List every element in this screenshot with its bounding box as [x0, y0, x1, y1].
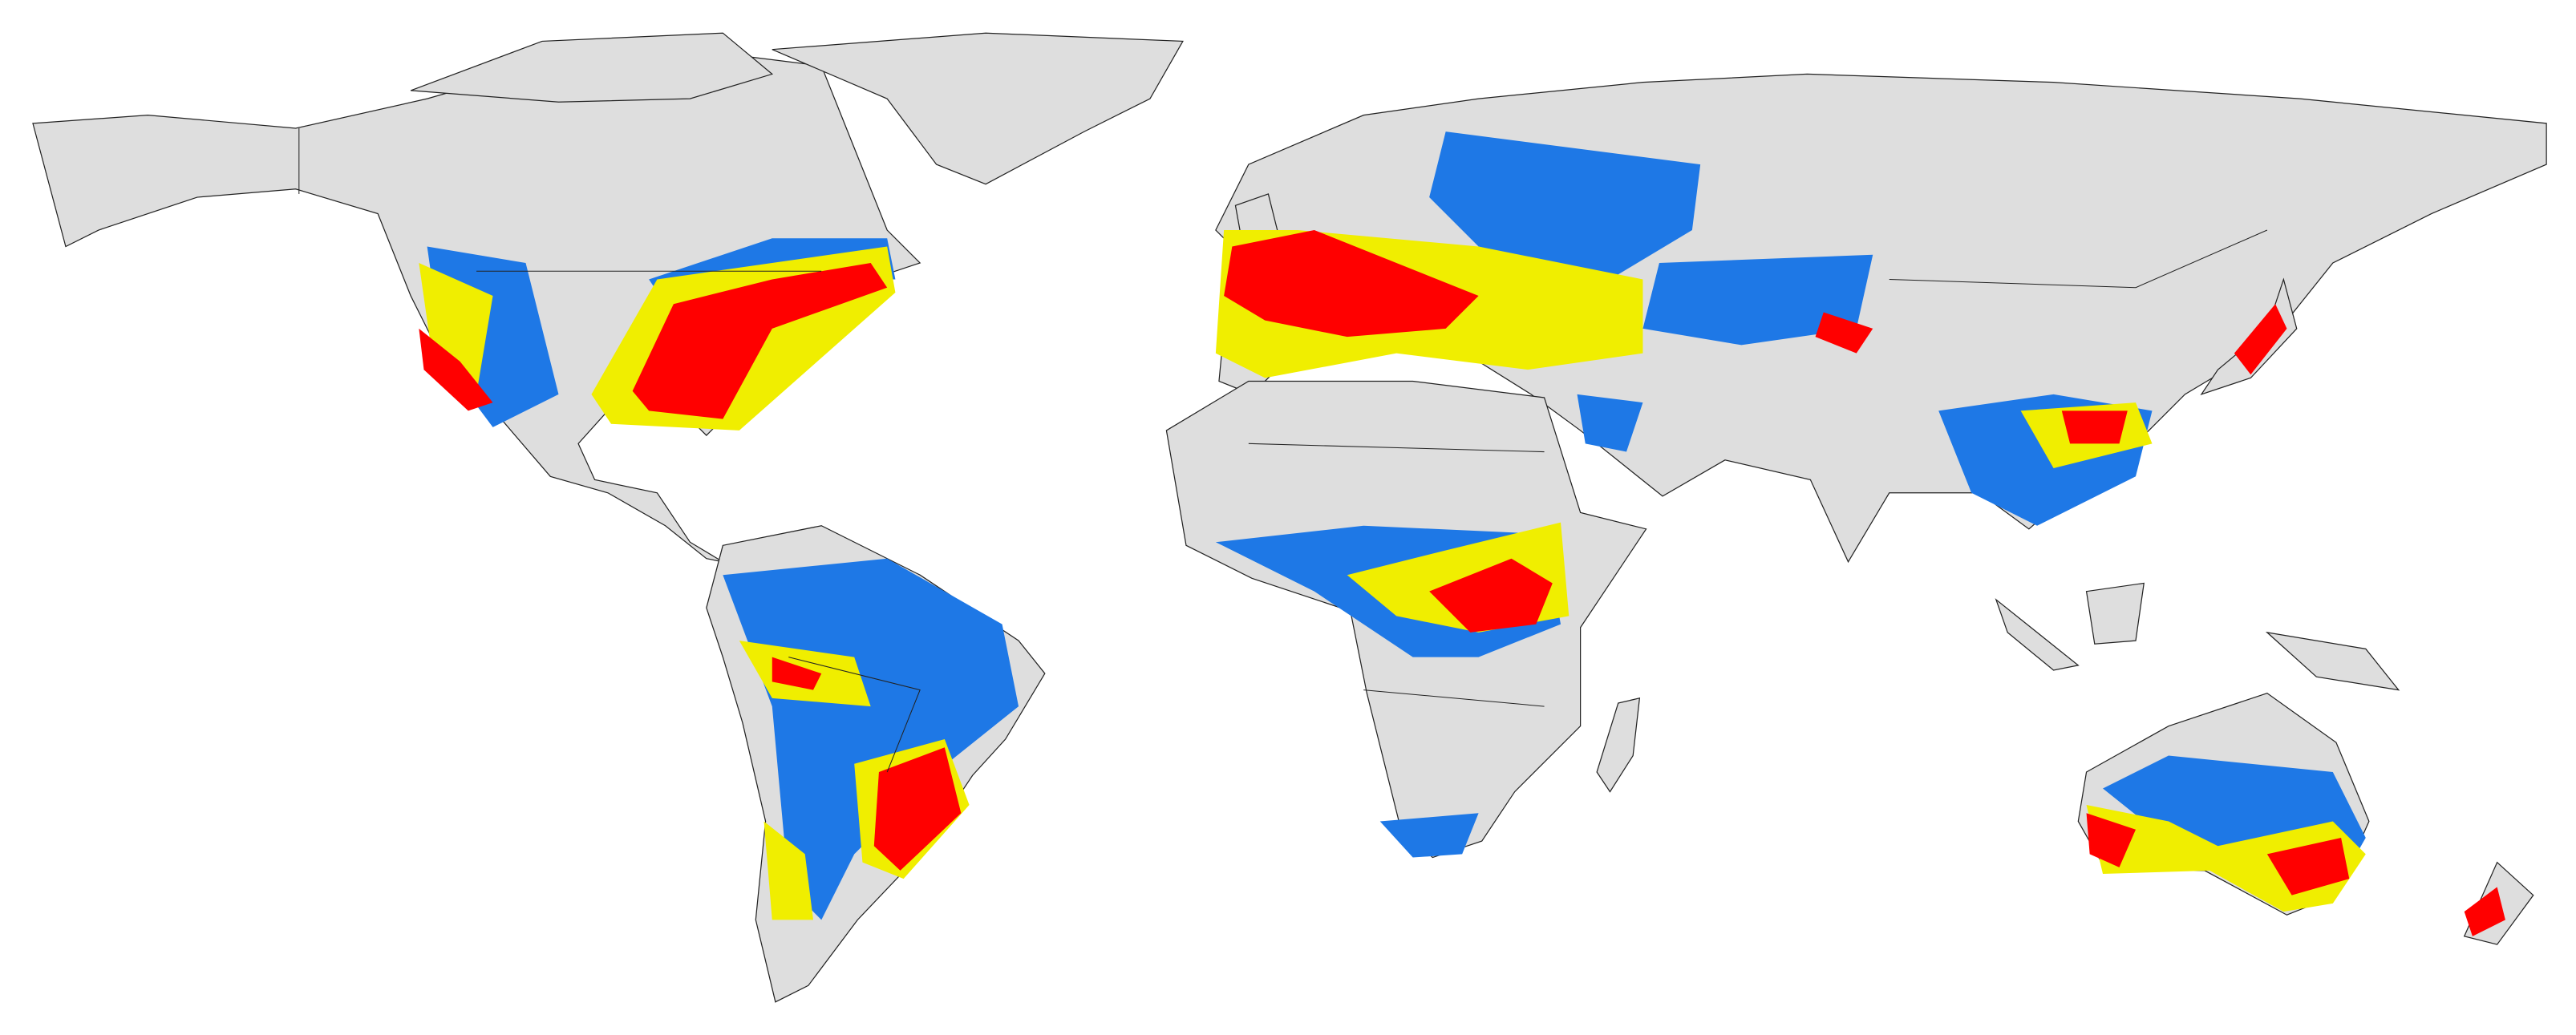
borders	[298, 128, 2268, 773]
region-red	[2086, 813, 2137, 867]
suitability-red	[419, 230, 2505, 936]
border	[1889, 229, 2268, 289]
border	[788, 657, 921, 773]
greenland	[772, 32, 1184, 185]
region-red	[632, 262, 888, 419]
region-red	[873, 747, 962, 871]
border	[1248, 443, 1545, 453]
region-red	[2061, 410, 2128, 444]
region-red	[1224, 230, 1479, 338]
region-blue	[1577, 394, 1643, 452]
madagascar	[1596, 697, 1641, 793]
region-blue	[1379, 813, 1479, 858]
region-red	[1429, 558, 1553, 633]
sumatra	[1995, 598, 2080, 671]
borneo	[2085, 582, 2145, 645]
region-red	[1815, 312, 1873, 354]
region-yellow	[763, 821, 813, 920]
region-red	[2464, 887, 2505, 936]
region-blue	[723, 558, 1019, 920]
region-blue	[1429, 131, 1701, 280]
new-guinea	[2265, 631, 2400, 691]
region-red	[772, 657, 822, 690]
region-blue	[1642, 254, 1873, 346]
border	[1363, 689, 1545, 707]
region-red	[2234, 304, 2287, 375]
arctic-islands	[410, 32, 774, 103]
region-red	[2266, 837, 2350, 896]
region-red	[419, 328, 493, 411]
